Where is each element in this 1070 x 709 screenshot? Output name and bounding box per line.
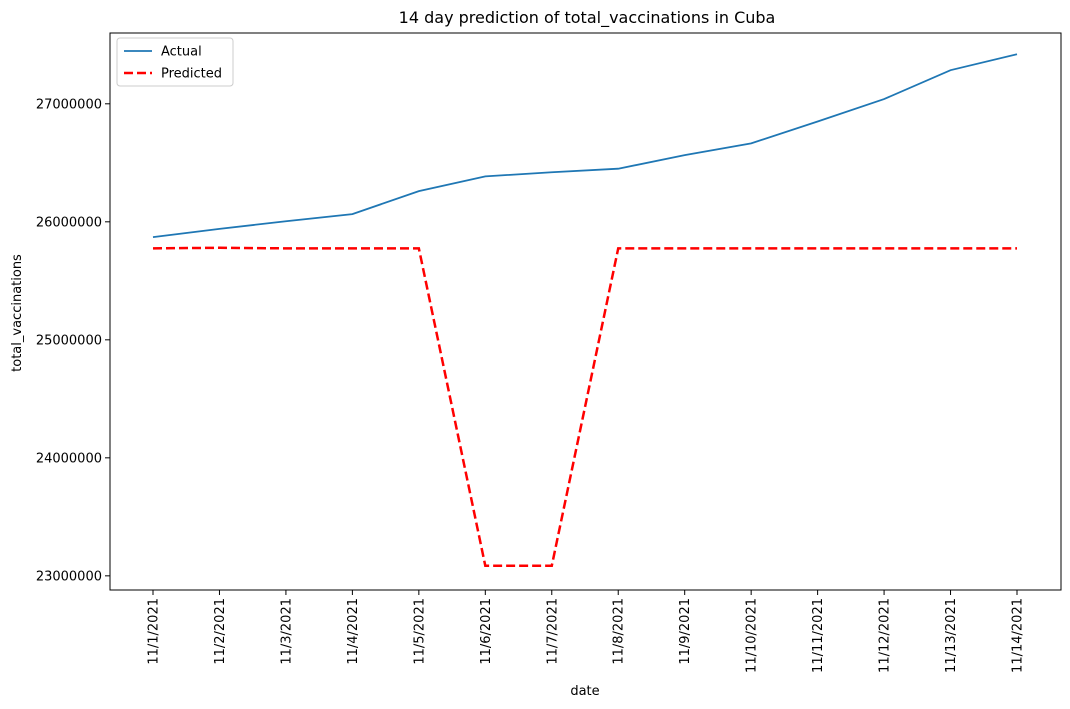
x-tick-label: 11/9/2021 bbox=[678, 598, 693, 665]
y-axis-label: total_vaccinations bbox=[10, 254, 25, 372]
legend-label-predicted: Predicted bbox=[161, 67, 222, 82]
y-tick-label: 25000000 bbox=[36, 333, 102, 348]
chart-title: 14 day prediction of total_vaccinations … bbox=[399, 8, 776, 28]
y-tick-label: 23000000 bbox=[36, 569, 102, 584]
x-tick-label: 11/8/2021 bbox=[612, 598, 627, 665]
x-axis: 11/1/2021 11/2/2021 11/3/2021 11/4/2021 11/5… bbox=[147, 590, 1026, 673]
series-line-actual bbox=[152, 53, 1018, 239]
x-tick-label: 11/5/2021 bbox=[412, 598, 427, 665]
x-axis-label: date bbox=[570, 684, 599, 699]
y-tick-label: 27000000 bbox=[36, 97, 102, 112]
plot-area-frame bbox=[109, 32, 1062, 591]
x-tick-label: 11/13/2021 bbox=[944, 598, 959, 673]
x-tick-label: 11/1/2021 bbox=[147, 598, 162, 665]
legend: Actual Predicted bbox=[116, 37, 234, 87]
x-tick-label: 11/4/2021 bbox=[346, 598, 361, 665]
y-tick-label: 26000000 bbox=[36, 215, 102, 230]
x-tick-label: 11/12/2021 bbox=[878, 598, 893, 673]
x-tick-label: 11/6/2021 bbox=[479, 598, 494, 665]
x-tick-label: 11/2/2021 bbox=[213, 598, 228, 665]
y-axis: 23000000 24000000 25000000 26000000 27000000 bbox=[36, 97, 110, 584]
x-tick-label: 11/14/2021 bbox=[1011, 598, 1026, 673]
x-tick-label: 11/10/2021 bbox=[745, 598, 760, 673]
x-tick-label: 11/11/2021 bbox=[811, 598, 826, 673]
x-tick-label: 11/7/2021 bbox=[545, 598, 560, 665]
series-line-predicted bbox=[152, 246, 1017, 568]
plot-marks bbox=[152, 53, 1018, 568]
x-tick-label: 11/3/2021 bbox=[279, 598, 294, 665]
legend-label-actual: Actual bbox=[161, 45, 202, 60]
y-tick-label: 24000000 bbox=[36, 451, 102, 466]
